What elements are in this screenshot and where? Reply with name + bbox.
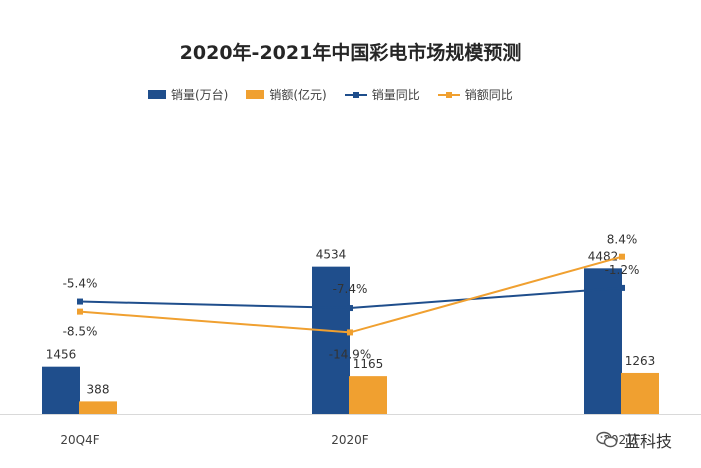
- bar-label-sales-volume-0: 1456: [46, 348, 77, 362]
- bar-sales-volume-1: [312, 266, 350, 414]
- legend-label-sales-value: 销额(亿元): [269, 88, 327, 102]
- legend-label-sales-volume: 销量(万台): [171, 88, 229, 102]
- line-label-volume-yoy-0: -5.4%: [63, 277, 98, 291]
- bar-label-sales-value-2: 1263: [625, 354, 656, 368]
- line-label-value-yoy-1: -14.9%: [329, 347, 371, 361]
- point-value-yoy-1: [347, 329, 353, 336]
- bar-sales-volume-0: [42, 366, 80, 414]
- point-volume-yoy-1: [347, 305, 353, 312]
- legend-item-sales-volume: 销量(万台): [148, 86, 228, 103]
- legend-swatch-value-yoy: [437, 90, 460, 100]
- line-label-volume-yoy-2: -1.2%: [605, 263, 640, 277]
- bar-label-sales-value-1: 1165: [353, 357, 384, 371]
- watermark-text: 蓝科技: [624, 432, 673, 451]
- legend-swatch-volume-yoy: [344, 90, 367, 100]
- point-value-yoy-2: [619, 253, 625, 260]
- legend-label-value-yoy: 销额同比: [464, 88, 513, 102]
- bar-sales-value-0: [79, 401, 117, 414]
- legend-item-value-yoy: 销额同比: [437, 86, 513, 103]
- bar-label-sales-value-0: 388: [87, 382, 110, 396]
- bar-sales-value-1: [349, 376, 387, 414]
- watermark: 蓝科技: [596, 428, 672, 452]
- point-volume-yoy-2: [619, 284, 625, 291]
- legend-label-volume-yoy: 销量同比: [371, 88, 420, 102]
- point-value-yoy-0: [77, 308, 83, 315]
- x-tick-label-1: 2020F: [331, 433, 369, 447]
- bar-label-sales-volume-1: 4534: [316, 248, 347, 262]
- chart-legend: 销量(万台) 销额(亿元) 销量同比 销额同比: [148, 86, 531, 103]
- bar-sales-volume-2: [584, 268, 622, 414]
- x-tick-label-0: 20Q4F: [60, 433, 99, 447]
- line-label-value-yoy-2: 8.4%: [607, 233, 638, 247]
- line-label-value-yoy-0: -8.5%: [63, 325, 98, 339]
- line-label-volume-yoy-1: -7.4%: [333, 282, 368, 296]
- point-volume-yoy-0: [77, 298, 83, 305]
- legend-swatch-sales-value: [246, 90, 265, 99]
- legend-swatch-sales-volume: [148, 90, 166, 99]
- chart-title: 2020年-2021年中国彩电市场规模预测: [179, 42, 522, 64]
- wechat-icon: [596, 431, 618, 448]
- bar-sales-value-2: [621, 372, 659, 414]
- legend-item-sales-value: 销额(亿元): [246, 86, 327, 103]
- legend-item-volume-yoy: 销量同比: [344, 86, 420, 103]
